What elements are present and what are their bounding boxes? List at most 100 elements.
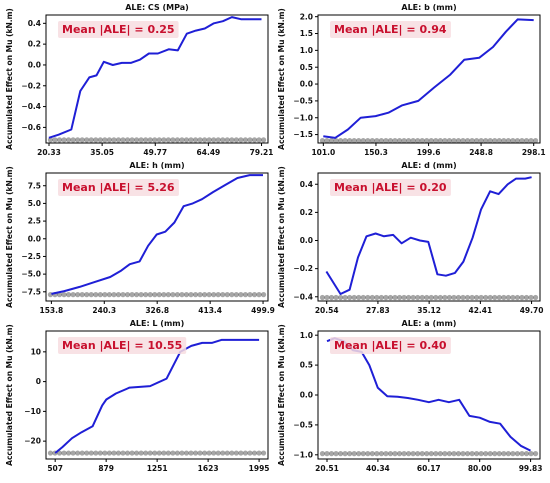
rug-point [247, 450, 253, 456]
rug-point [79, 450, 85, 456]
x-tick-label: 199.6 [417, 148, 441, 157]
rug-point [401, 294, 407, 301]
y-tick-label: 1.5 [300, 29, 313, 38]
rug-point [65, 137, 72, 143]
rug-point [451, 451, 457, 457]
rug-point [342, 451, 348, 457]
rug-point [220, 292, 226, 298]
y-tick-label: 0.2 [28, 40, 41, 49]
rug-point [469, 451, 475, 457]
ale-series-line [48, 16, 262, 139]
rug-point [405, 138, 412, 144]
rug-point [415, 294, 421, 301]
x-tick-label: 298.1 [522, 148, 546, 157]
rug-point [442, 294, 448, 301]
rug-point [415, 451, 421, 457]
panel-4: ALE: d (mm) −0.4 −0.2 0.0 0.2 0.4 20.54 27.83 35… [277, 161, 543, 315]
ale-series-line [54, 338, 260, 454]
rug-point [455, 294, 462, 301]
x-tick-label: 153.8 [40, 306, 64, 315]
rug-point [410, 451, 416, 457]
x-tick-label: 49.70 [520, 306, 544, 315]
rug-point [233, 450, 239, 456]
y-tick-label: −1.0 [293, 450, 313, 459]
rug-point [369, 138, 375, 144]
panel-title: ALE: a (mm) [402, 319, 457, 328]
rug-point [501, 294, 507, 301]
rug-point [464, 451, 471, 457]
rug-point [242, 137, 249, 143]
x-tick-label: 1995 [249, 464, 270, 473]
y-tick-label: −2.5 [21, 252, 41, 261]
y-tick-label: −0.5 [293, 96, 313, 105]
rug-point [233, 292, 239, 298]
mean-ale-badge [58, 179, 179, 196]
rug-point [319, 451, 326, 457]
rug-point [464, 138, 471, 144]
x-tick-label: 40.34 [366, 464, 390, 473]
rug-point [387, 451, 394, 457]
rug-point [356, 138, 362, 144]
rug-point [124, 292, 131, 298]
x-tick-label: 326.8 [145, 306, 169, 315]
rug-point [224, 292, 230, 298]
rug-point [428, 138, 434, 144]
x-tick-label: 248.8 [469, 148, 493, 157]
rug-point [165, 292, 171, 298]
rug-point [115, 292, 122, 298]
y-tick-label: −0.6 [21, 123, 41, 132]
rug-point [111, 137, 117, 143]
rug-point [328, 451, 335, 457]
rug-point [102, 292, 108, 298]
y-tick-label: 0.5 [300, 361, 313, 370]
rug-point [383, 138, 389, 144]
rug-point [260, 137, 267, 143]
y-tick-label: 0.0 [28, 61, 41, 70]
x-tick-label: 35.12 [417, 306, 441, 315]
rug-point [514, 138, 521, 144]
rug-point [115, 137, 122, 143]
rug-point [229, 292, 235, 298]
rug-point [202, 292, 208, 298]
rug-point [351, 138, 357, 144]
rug-point [378, 451, 384, 457]
y-tick-label: 0.0 [300, 80, 313, 89]
y-tick-label: 5.0 [28, 199, 41, 208]
rug-point [183, 137, 190, 143]
rug-point [133, 292, 140, 298]
y-tick-label: 0.2 [300, 208, 313, 217]
rug-point [229, 450, 235, 456]
rug-point [97, 137, 103, 143]
rug-point [351, 451, 357, 457]
rug-point [179, 137, 185, 143]
rug-point [242, 292, 249, 298]
rug-point [124, 137, 131, 143]
y-axis-label: Accumulated Effect on Mu (kN.m) [277, 166, 286, 308]
rug-point [424, 451, 430, 457]
rug-point [106, 137, 112, 143]
rug-point [478, 451, 484, 457]
rug-point [174, 292, 181, 298]
rug-point [528, 451, 534, 457]
rug-point [505, 451, 511, 457]
rug-point [446, 138, 453, 144]
rug-point [396, 138, 403, 144]
y-tick-label: −20 [24, 437, 41, 446]
rug-point [492, 138, 498, 144]
mean-ale-label: Mean |ALE| = 0.25 [62, 23, 175, 36]
rug-point [197, 292, 203, 298]
rug-point [378, 294, 384, 301]
mean-ale-badge [58, 337, 187, 354]
rug-point [183, 450, 190, 456]
y-tick-label: 0.5 [300, 63, 313, 72]
rug-point [319, 138, 326, 144]
rug-point [401, 451, 407, 457]
rug-point [97, 450, 103, 456]
rug-point [505, 138, 511, 144]
panel-6: ALE: a (mm) −1.0 −0.5 0.0 0.5 1.0 20.51 40.34 60… [277, 319, 542, 473]
rug-point [483, 294, 489, 301]
rug-point [324, 138, 330, 144]
y-tick-label: 2.5 [28, 217, 41, 226]
rug-point [102, 137, 108, 143]
rug-point [428, 294, 434, 301]
